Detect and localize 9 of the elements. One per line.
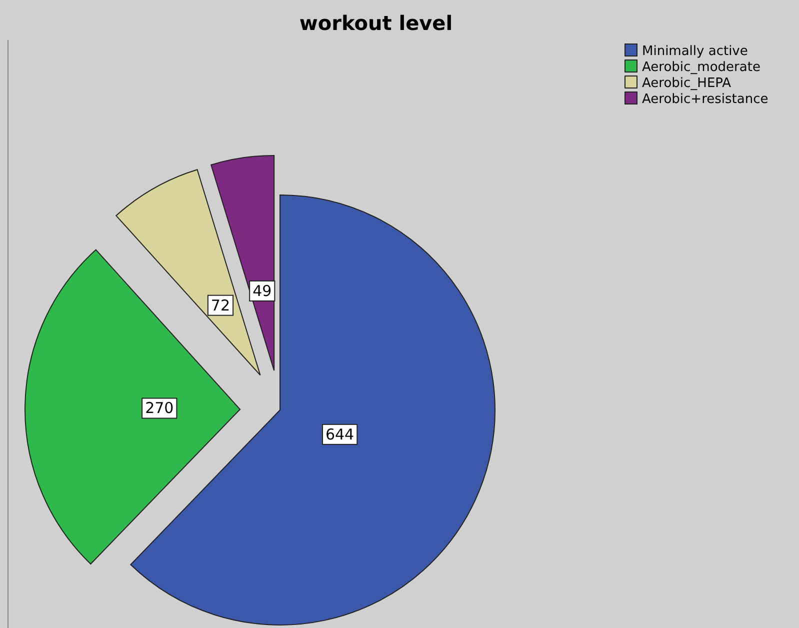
legend-label: Minimally active bbox=[642, 44, 748, 59]
data-label: 49 bbox=[252, 282, 272, 300]
data-label: 644 bbox=[325, 425, 354, 444]
data-label: 72 bbox=[210, 296, 230, 314]
chart-title: workout level bbox=[299, 11, 453, 35]
legend-label: Aerobic_moderate bbox=[642, 60, 760, 75]
legend-label: Aerobic+resistance bbox=[642, 92, 768, 107]
data-label: 270 bbox=[145, 399, 174, 418]
legend-label: Aerobic_HEPA bbox=[642, 76, 732, 91]
